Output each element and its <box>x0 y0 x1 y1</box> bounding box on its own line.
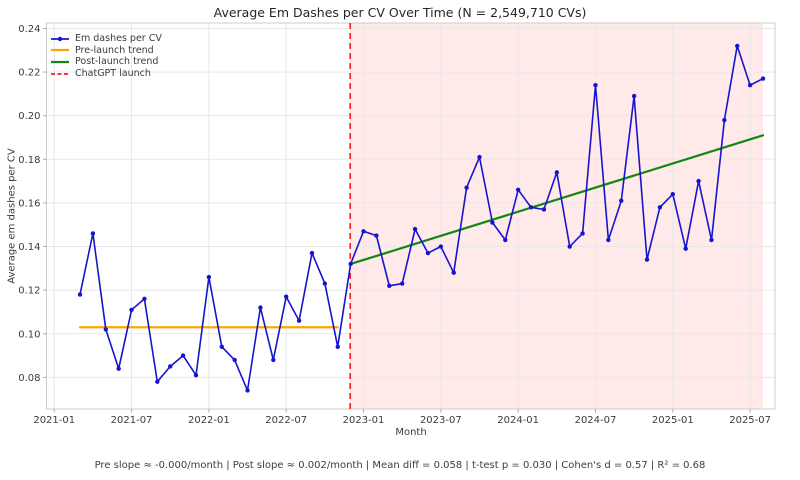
data-point-marker <box>412 226 418 232</box>
post-launch-shaded-region <box>350 23 764 409</box>
legend-item-post-trend: Post-launch trend <box>50 56 162 68</box>
data-point-marker <box>116 366 121 371</box>
data-point-marker <box>593 82 598 88</box>
legend-line-icon <box>51 60 69 64</box>
data-point-marker <box>683 246 688 251</box>
data-point-marker <box>399 281 405 286</box>
legend-label: Em dashes per CV <box>75 33 162 45</box>
legend-label: Pre-launch trend <box>75 44 154 56</box>
legend-line-marker-icon <box>51 36 69 41</box>
y-axis-label: Average em dashes per CV <box>6 148 18 284</box>
x-tick-label: 2023-01 <box>343 415 385 426</box>
data-point-marker <box>77 292 83 297</box>
data-point-marker <box>696 178 701 184</box>
data-point-marker <box>361 229 366 234</box>
x-tick-label: 2022-01 <box>188 415 230 426</box>
data-point-marker <box>670 191 676 197</box>
x-tick-label: 2025-07 <box>729 415 771 426</box>
data-point-marker <box>451 270 456 275</box>
chart-title: Average Em Dashes per CV Over Time (N = … <box>213 5 587 20</box>
data-point-marker <box>503 237 508 243</box>
data-point-marker <box>219 344 224 350</box>
x-tick-label: 2025-01 <box>652 415 694 426</box>
data-point-marker <box>232 357 237 363</box>
data-point-marker <box>541 207 547 212</box>
data-point-marker <box>103 327 108 332</box>
y-tick-label: 0.16 <box>18 198 40 209</box>
data-point-marker <box>206 274 212 280</box>
data-point-marker <box>155 379 160 384</box>
data-point-marker <box>644 257 650 262</box>
y-tick-label: 0.14 <box>18 242 40 253</box>
data-point-marker <box>193 372 199 378</box>
data-point-marker <box>709 237 714 243</box>
data-point-marker <box>438 244 444 249</box>
data-point-marker <box>271 357 276 363</box>
data-point-marker <box>283 294 289 299</box>
data-point-marker <box>631 93 637 99</box>
data-point-marker <box>657 205 663 210</box>
data-point-marker <box>335 344 340 350</box>
legend-line-icon <box>51 49 69 52</box>
data-point-marker <box>554 170 560 175</box>
data-point-marker <box>490 220 495 225</box>
y-tick-label: 0.24 <box>18 24 40 35</box>
stats-caption: Pre slope ≈ -0.000/month | Post slope ≈ … <box>94 460 706 471</box>
y-tick-label: 0.20 <box>18 111 40 122</box>
data-point-marker <box>747 82 753 88</box>
x-tick-label: 2021-01 <box>33 415 75 426</box>
data-point-marker <box>322 281 328 286</box>
x-tick-label: 2024-01 <box>497 415 539 426</box>
data-point-marker <box>464 185 469 190</box>
data-point-marker <box>180 353 186 358</box>
legend-label: ChatGPT launch <box>75 68 151 80</box>
data-point-marker <box>760 76 766 81</box>
plot-border <box>46 22 776 410</box>
y-tick-label: 0.18 <box>18 155 40 166</box>
y-tick-label: 0.08 <box>18 373 40 384</box>
legend-item-em-dashes: Em dashes per CV <box>50 33 162 45</box>
data-point-marker <box>348 261 353 267</box>
legend: Em dashes per CV Pre-launch trend Post-l… <box>50 33 162 79</box>
data-point-marker <box>129 307 134 312</box>
data-point-marker <box>477 154 482 160</box>
data-point-marker <box>245 388 250 393</box>
legend-item-launch: ChatGPT launch <box>50 68 162 80</box>
data-point-marker <box>606 237 611 243</box>
legend-label: Post-launch trend <box>75 56 159 68</box>
data-point-marker <box>142 296 147 302</box>
x-tick-label: 2021-07 <box>111 415 153 426</box>
data-point-marker <box>735 43 740 49</box>
y-tick-label: 0.10 <box>18 329 40 340</box>
data-point-marker <box>90 231 96 236</box>
legend-dashed-line-icon <box>51 72 69 75</box>
x-axis-label: Month <box>395 427 427 438</box>
em-dashes-series-line <box>79 45 764 392</box>
data-point-marker <box>580 231 585 236</box>
data-point-marker <box>528 205 534 210</box>
data-point-marker <box>296 318 302 323</box>
data-point-marker <box>258 305 263 310</box>
data-point-marker <box>619 198 624 203</box>
data-point-marker <box>722 117 727 123</box>
data-point-marker <box>309 250 315 256</box>
y-tick-label: 0.12 <box>18 286 40 297</box>
legend-item-pre-trend: Pre-launch trend <box>50 45 162 57</box>
x-tick-label: 2023-07 <box>420 415 462 426</box>
x-tick-label: 2024-07 <box>575 415 617 426</box>
post-launch-trend-line <box>349 134 765 266</box>
data-point-marker <box>515 187 521 193</box>
data-point-marker <box>387 283 392 288</box>
data-point-marker <box>168 364 173 369</box>
data-point-marker <box>567 244 572 249</box>
data-point-marker <box>425 250 431 256</box>
y-tick-label: 0.22 <box>18 68 40 79</box>
x-tick-label: 2022-07 <box>265 415 307 426</box>
data-point-marker <box>374 233 379 238</box>
